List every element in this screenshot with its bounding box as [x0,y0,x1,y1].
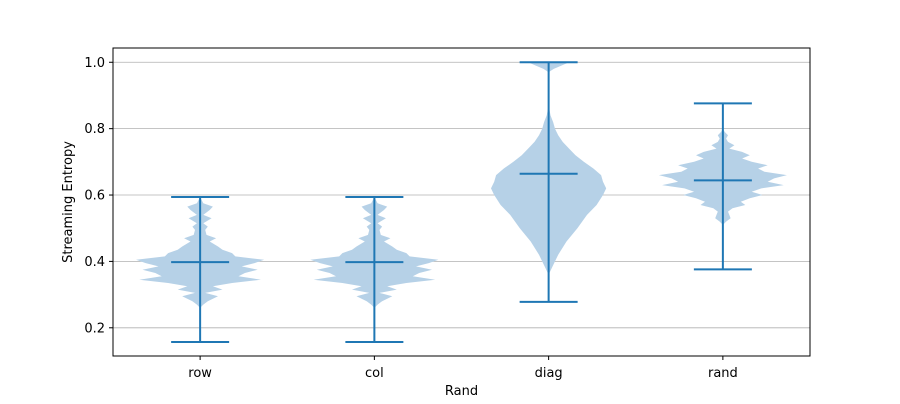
y-tick-label: 0.6 [84,189,105,204]
y-tick-label: 0.2 [84,321,105,336]
violin-bodies [136,62,787,343]
plot-frame [112,47,811,357]
whiskers [171,61,752,344]
x-tick-label-rand: rand [708,366,738,381]
y-tick-label: 0.4 [84,255,105,270]
x-tick-label-col: col [365,366,384,381]
x-tick-label-diag: diag [535,366,563,381]
y-tick-label: 0.8 [84,122,105,137]
x-axis-ticks: row col diag rand [188,356,738,381]
y-axis-ticks: 0.2 0.4 0.6 0.8 1.0 [84,56,113,336]
x-axis-label: Rand [445,384,478,399]
x-tick-label-row: row [188,366,212,381]
y-axis-label: Streaming Entropy [61,141,76,263]
y-tick-label: 1.0 [84,56,105,71]
